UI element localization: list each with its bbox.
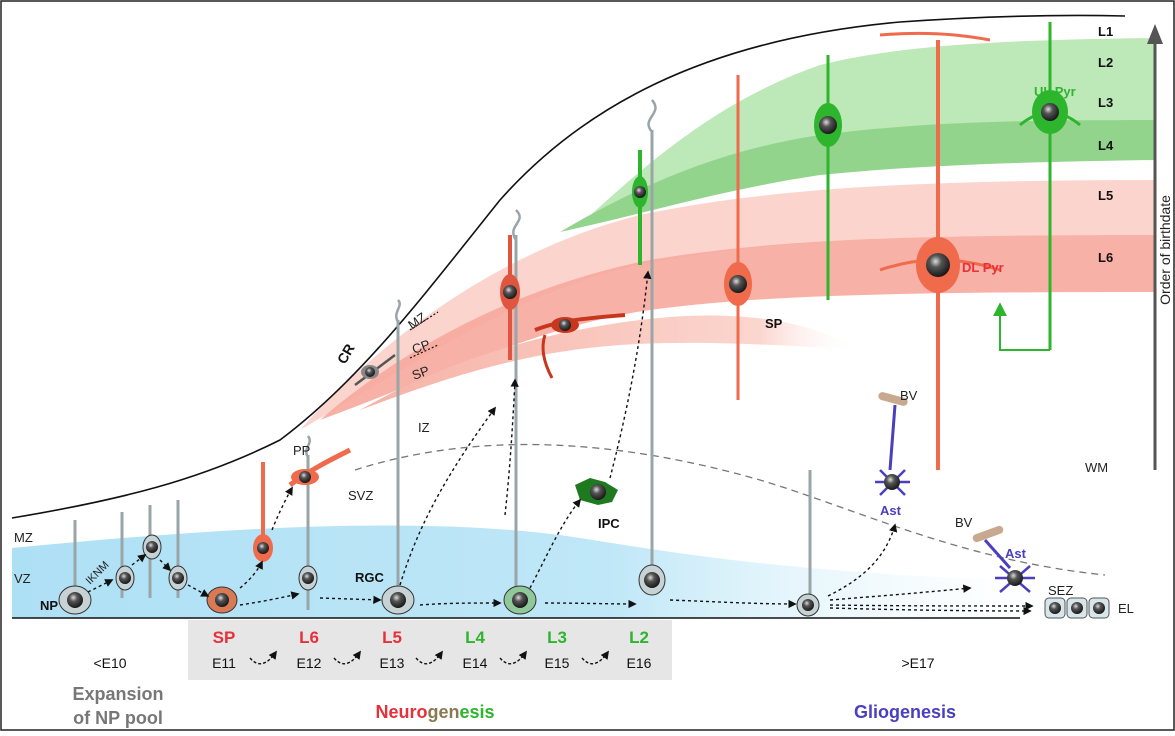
bv-label-2: BV [955,515,973,530]
timeline-fate: L5 [382,628,402,647]
timeline-fate: L4 [465,628,485,647]
ul-pyramidal-neuron-1 [814,55,842,300]
birthdate-arrowhead [1147,24,1163,44]
neuro-part1: Neuro [375,702,427,722]
layer-label: L3 [1098,95,1113,110]
fiber-endfeet [305,99,657,458]
l5-band [300,180,1155,430]
timeline-fate: SP [213,628,236,647]
timeline-age: E11 [212,655,236,671]
bv-label-1: BV [900,388,918,403]
timeline-entries: SP E11 L6 E12 L5 E13 L4 E14 L3 E15 L2 E1… [212,628,652,671]
layer-label: L4 [1098,138,1114,153]
mz-label: MZ [14,530,33,545]
expansion-phase-line2: of NP pool [73,708,163,728]
sp-mid-label: SP [410,363,431,383]
wm-label: WM [1085,460,1108,475]
ul-pyramidal-neuron-2 [993,22,1081,351]
neuro-part2: gen [427,702,459,722]
timeline-fate: L3 [547,628,567,647]
ul-pyr-label: UL Pyr [1034,84,1076,99]
neurogenesis-timeline-box [188,620,672,680]
sez-label: SEZ [1048,583,1073,598]
upper-layer-migrating-neuron [632,150,648,265]
layer-labels: L1 L2 L3 L4 L5 L6 [1098,24,1114,265]
layer-label: L6 [1098,250,1113,265]
ast-label-1: Ast [880,503,902,518]
cp-label: CP [410,337,432,357]
astrocyte-1 [875,392,910,496]
timeline-fate: L6 [299,628,319,647]
timeline-fate: L2 [629,628,649,647]
dl-pyramidal-neuron-1 [724,75,752,400]
birthdate-axis-label: Order of birthdate [1157,195,1173,305]
lineage-arrows [87,270,1034,616]
layer-label: L2 [1098,55,1113,70]
neurogenesis-phase-label: Neurogenesis [375,702,494,722]
deep-layer-neurons [253,235,626,562]
late-age-label: >E17 [901,655,934,671]
rgc-label: RGC [355,570,385,585]
layer-label: L5 [1098,188,1113,203]
dl-pyramidal-neuron-2 [879,31,1001,470]
ipc-label: IPC [598,516,620,531]
l4-band [560,120,1155,232]
ependymal-cells [1044,597,1110,619]
sp-right-label: SP [765,316,783,331]
timeline-age: E15 [545,655,570,671]
neuro-part3: esis [459,702,494,722]
progenitor-cells [58,534,820,617]
ast-label-2: Ast [1005,546,1027,561]
vz-region [12,525,1100,618]
pp-label: PP [293,443,310,458]
pial-surface [11,14,1126,519]
timeline-age: E14 [463,655,488,671]
np-label: NP [40,598,58,613]
layer-label: L1 [1098,24,1113,39]
timeline-curved-arrows [249,650,609,665]
timeline-age: E12 [297,655,322,671]
cr-cell [354,354,396,386]
astrocyte-2 [972,525,1035,593]
timeline-age: E13 [380,655,405,671]
zone-dividers [409,311,439,359]
early-age-label: <E10 [93,655,126,671]
expansion-phase-line1: Expansion [72,684,163,704]
vz-label: VZ [14,571,31,586]
el-label: EL [1118,601,1134,616]
sp-band [360,315,860,410]
timeline-age: E16 [627,655,652,671]
svz-label: SVZ [348,488,373,503]
ipc-cell [575,478,618,505]
svz-boundary [354,443,1106,576]
iz-label: IZ [418,420,430,435]
dl-pyr-label: DL Pyr [962,260,1004,275]
gliogenesis-phase-label: Gliogenesis [854,702,956,722]
cr-label: CR [334,341,358,367]
